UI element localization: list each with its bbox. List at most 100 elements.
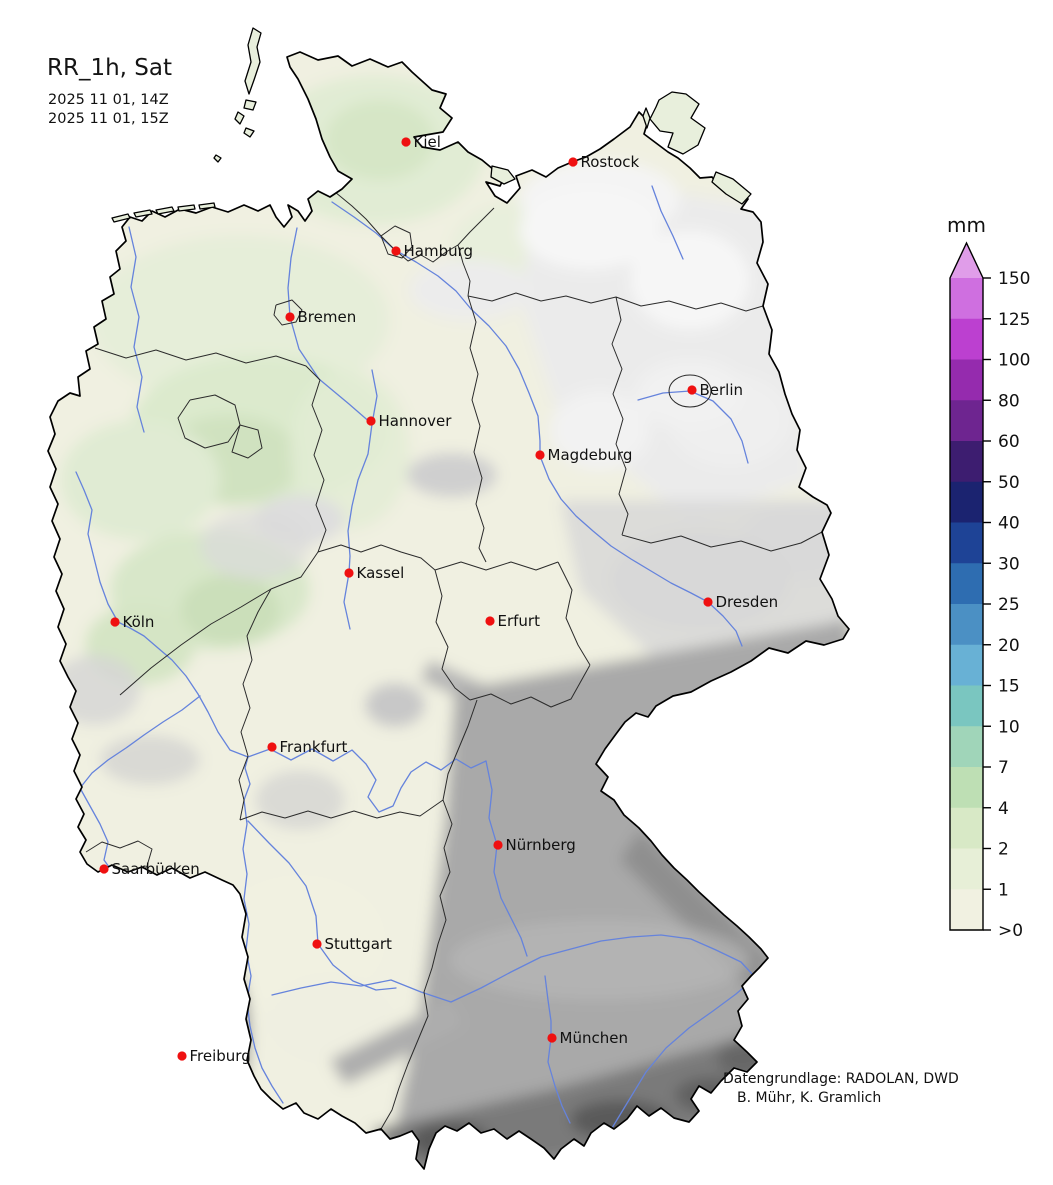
colorbar-outline (949, 241, 984, 931)
colorbar-tick-label: 100 (998, 351, 1030, 371)
island-ruegen (649, 91, 706, 155)
terrain-shading (48, 52, 849, 1169)
colorbar-segment (950, 318, 983, 361)
city-label: Saarbücken (112, 860, 200, 878)
city-label: Hamburg (404, 242, 474, 260)
colorbar-segment (950, 644, 983, 687)
colorbar-segment (950, 359, 983, 401)
cities-layer: Kiel Rostock Hamburg Bremen Berlin Hannover Ma… (99, 133, 778, 1065)
city-label: Magdeburg (548, 446, 633, 464)
colorbar-tick-label: 20 (998, 636, 1020, 656)
city-marker: München (547, 1029, 628, 1047)
city-marker: Berlin (687, 381, 743, 399)
river-saar (79, 787, 115, 875)
city-marker: Frankfurt (267, 738, 348, 756)
city-dot (312, 939, 322, 949)
city-label: Dresden (716, 593, 779, 611)
river-peene (651, 185, 684, 260)
island-frisian-3 (155, 206, 175, 215)
city-marker: Kiel (401, 133, 441, 151)
island-hiddensee (642, 107, 651, 129)
colorbar-segment (950, 278, 983, 320)
island-fehmarn (490, 165, 516, 185)
colorbar-tick-label: 15 (998, 677, 1020, 697)
colorbar-segment (950, 522, 983, 564)
city-marker: Köln (110, 613, 154, 631)
river-neckar (247, 820, 397, 991)
city-marker: Kassel (344, 564, 404, 582)
colorbar-tick-label: 7 (998, 758, 1009, 778)
city-label: Frankfurt (280, 738, 348, 756)
colorbar-segment (950, 889, 983, 931)
city-marker: Hamburg (391, 242, 473, 260)
river-elbe (331, 201, 743, 647)
islands (111, 27, 752, 223)
city-dot (391, 246, 401, 256)
river-main (247, 748, 487, 813)
colorbar-segment (950, 400, 983, 442)
city-marker: Saarbücken (99, 860, 200, 878)
city-dot (177, 1051, 187, 1061)
city-label: Hannover (379, 412, 453, 430)
island-frisian-5 (198, 202, 216, 210)
colorbar-segment (950, 726, 983, 768)
city-dot (366, 416, 376, 426)
city-dot (344, 568, 354, 578)
berlin-state-border (668, 374, 712, 408)
city-label: München (560, 1029, 628, 1047)
colorbar-tick-label: >0 (998, 921, 1023, 941)
island-pellworm (243, 127, 255, 138)
city-dot (110, 617, 120, 627)
river-weser (287, 227, 373, 630)
germany-outline (47, 51, 850, 1170)
colorbar-tick-label: 1 (998, 880, 1009, 900)
colorbar-tick-label: 30 (998, 554, 1020, 574)
city-marker: Magdeburg (535, 446, 632, 464)
city-dot (568, 157, 578, 167)
colorbar-overflow-arrow (950, 243, 983, 278)
colorbar-tick-label: 80 (998, 391, 1020, 411)
plot-title: RR_1h, Sat (47, 55, 173, 81)
author-credit: B. Mühr, K. Gramlich (737, 1090, 882, 1106)
city-marker: Stuttgart (312, 935, 392, 953)
city-label: Nürnberg (506, 836, 576, 854)
timestamp-start: 2025 11 01, 14Z (48, 92, 169, 108)
city-dot (547, 1033, 557, 1043)
city-dot (285, 312, 295, 322)
rivers (75, 185, 754, 1129)
city-marker: Hannover (366, 412, 452, 430)
city-dot (267, 742, 277, 752)
island-frisian-2 (133, 209, 153, 218)
colorbar-tick-label: 10 (998, 717, 1020, 737)
colorbar-tick-label: 2 (998, 840, 1009, 860)
island-foehr (243, 99, 257, 111)
island-sylt (244, 27, 262, 95)
colorbar-segment (950, 604, 983, 646)
city-marker: Bremen (285, 308, 356, 326)
city-label: Berlin (700, 381, 744, 399)
city-label: Rostock (581, 153, 640, 171)
colorbar: 150 125 100 80 60 50 40 30 25 20 15 10 7 4 2 1 >0 mm (947, 213, 1030, 941)
timestamp-end: 2025 11 01, 15Z (48, 111, 169, 127)
state-borders (85, 191, 823, 1130)
city-marker: Freiburg (177, 1047, 251, 1065)
river-rhine (75, 471, 284, 1104)
city-label: Kassel (357, 564, 405, 582)
colorbar-tick-label: 60 (998, 432, 1020, 452)
city-marker: Nürnberg (493, 836, 576, 854)
city-label: Kiel (414, 133, 441, 151)
river-mosel (79, 695, 201, 789)
city-label: Freiburg (190, 1047, 251, 1065)
city-dot (493, 840, 503, 850)
colorbar-segment (950, 807, 983, 850)
colorbar-segment (950, 481, 983, 524)
river-isar (544, 975, 571, 1124)
city-dot (99, 864, 109, 874)
island-usedom (711, 171, 752, 205)
colorbar-segment (950, 685, 983, 727)
colorbar-tick-label: 4 (998, 799, 1009, 819)
city-marker: Erfurt (485, 612, 540, 630)
island-frisian-4 (177, 204, 196, 212)
city-dot (535, 450, 545, 460)
